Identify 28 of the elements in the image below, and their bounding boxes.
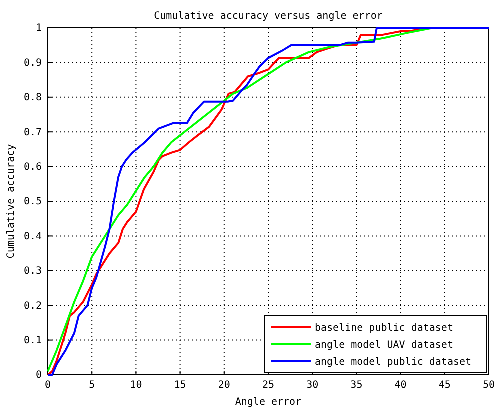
chart-title: Cumulative accuracy versus angle error	[154, 11, 383, 22]
x-tick-label: 35	[350, 380, 363, 392]
y-axis-title: Cumulative accuracy	[6, 144, 17, 259]
x-tick-label: 30	[306, 380, 319, 392]
y-tick-label: 0.5	[24, 196, 42, 208]
legend-label: angle model public dataset	[315, 357, 472, 368]
y-tick-label: 0.8	[24, 92, 42, 104]
y-tick-label: 0.7	[24, 127, 42, 138]
x-tick-label: 5	[89, 380, 96, 392]
y-tick-label: 0.6	[24, 162, 42, 173]
y-tick-label: 0.2	[24, 300, 42, 312]
y-tick-label: 0.9	[24, 58, 42, 69]
x-tick-label: 40	[394, 380, 407, 392]
x-tick-label: 10	[130, 380, 142, 392]
x-tick-label: 25	[262, 380, 275, 392]
x-tick-label: 45	[438, 380, 451, 392]
y-tick-label: 0	[36, 370, 42, 382]
y-tick-label: 0.1	[24, 336, 42, 346]
x-tick-label: 0	[44, 380, 52, 392]
x-axis-title: Angle error	[235, 397, 302, 407]
y-tick-label: 0.4	[24, 231, 42, 242]
x-tick-label: 50	[482, 380, 494, 392]
legend-label: baseline public dataset	[315, 323, 454, 334]
y-tick-label: 1	[36, 23, 42, 34]
x-tick-label: 20	[218, 380, 230, 392]
x-tick-label: 15	[174, 380, 186, 392]
legend-label: angle model UAV dataset	[315, 340, 454, 351]
y-tick-label: 0.3	[24, 266, 42, 278]
